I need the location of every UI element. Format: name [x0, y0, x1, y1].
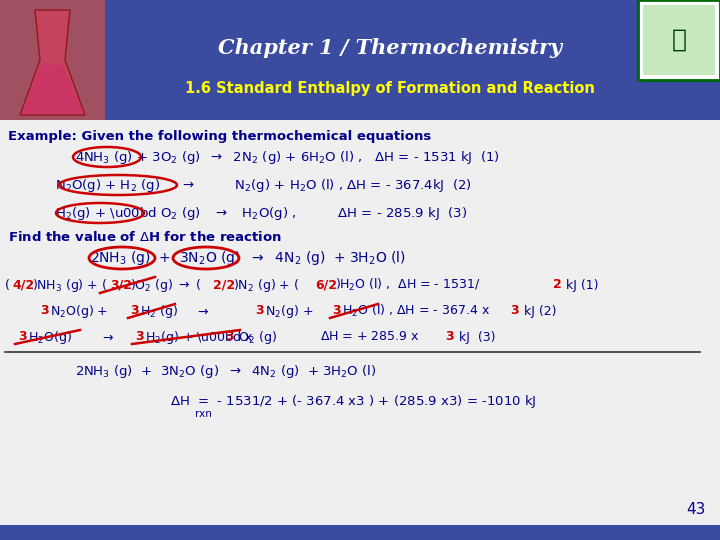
Text: 43: 43 [687, 503, 706, 517]
Text: 3: 3 [332, 305, 341, 318]
Bar [638, 0, 720, 80]
Text: Chapter 1 / Thermochemistry: Chapter 1 / Thermochemistry [218, 38, 562, 58]
Text: kJ (1): kJ (1) [562, 279, 598, 292]
Text: 3: 3 [130, 305, 139, 318]
Text: 4/2: 4/2 [12, 279, 34, 292]
Text: kJ (2): kJ (2) [520, 305, 557, 318]
Bar [0, 0, 105, 120]
Text: O$_2$ (g): O$_2$ (g) [235, 328, 277, 346]
Text: N$_2$O(g) + H$_2$ (g)     $\rightarrow$         N$_2$(g) + H$_2$O (l) , $\Delta$: N$_2$O(g) + H$_2$ (g) $\rightarrow$ N$_2… [55, 177, 472, 193]
Text: N$_2$O(g) +: N$_2$O(g) + [50, 302, 109, 320]
Text: 🏛: 🏛 [672, 28, 686, 52]
Bar [643, 5, 715, 75]
Text: 4NH$_3$ (g) + 3O$_2$ (g)  $\rightarrow$  2N$_2$ (g) + 6H$_2$O (l) ,   $\Delta$H : 4NH$_3$ (g) + 3O$_2$ (g) $\rightarrow$ 2… [75, 148, 500, 165]
Text: 3: 3 [445, 330, 454, 343]
Text: $\Delta$H = + 285.9 x: $\Delta$H = + 285.9 x [320, 330, 420, 343]
Text: 2: 2 [553, 279, 562, 292]
Text: )NH$_3$ (g) + (: )NH$_3$ (g) + ( [32, 276, 107, 294]
Text: Find the value of $\Delta$H for the reaction: Find the value of $\Delta$H for the reac… [8, 230, 282, 244]
Text: )H$_2$O (l) ,  $\Delta$H = - 1531/: )H$_2$O (l) , $\Delta$H = - 1531/ [335, 277, 480, 293]
Text: $\rightarrow$: $\rightarrow$ [100, 330, 114, 343]
Bar [0, 525, 720, 540]
Text: H$_2$O (l) , $\Delta$H = - 367.4 x: H$_2$O (l) , $\Delta$H = - 367.4 x [342, 303, 490, 319]
Bar [638, 0, 720, 80]
PathPatch shape [20, 10, 85, 115]
Text: 3: 3 [40, 305, 49, 318]
Text: kJ  (3): kJ (3) [455, 330, 495, 343]
Text: 3: 3 [135, 330, 143, 343]
Text: 2/2: 2/2 [213, 279, 235, 292]
Text: 3: 3 [510, 305, 518, 318]
Text: $\Delta$H  =  - 1531/2 + (- 367.4 x3 ) + (285.9 x3) = -1010 kJ: $\Delta$H = - 1531/2 + (- 367.4 x3 ) + (… [170, 394, 536, 410]
Text: H$_2$(g) + \u00bd O$_2$ (g)   $\rightarrow$   H$_2$O(g) ,          $\Delta$H = -: H$_2$(g) + \u00bd O$_2$ (g) $\rightarrow… [55, 205, 467, 221]
Text: N$_2$(g) +: N$_2$(g) + [265, 302, 315, 320]
Text: 2NH$_3$ (g)  +  3N$_2$O (g)  $\rightarrow$  4N$_2$ (g)  + 3H$_2$O (l): 2NH$_3$ (g) + 3N$_2$O (g) $\rightarrow$ … [75, 363, 377, 381]
Text: Example: Given the following thermochemical equations: Example: Given the following thermochemi… [8, 130, 431, 143]
Text: 1.6 Standard Enthalpy of Formation and Reaction: 1.6 Standard Enthalpy of Formation and R… [185, 80, 595, 96]
Text: (: ( [5, 279, 10, 292]
Bar [0, 120, 720, 540]
Text: 3: 3 [255, 305, 264, 318]
Text: )O$_2$ (g) $\rightarrow$ (: )O$_2$ (g) $\rightarrow$ ( [130, 276, 202, 294]
Text: rxn: rxn [195, 409, 212, 419]
Text: 3: 3 [225, 330, 233, 343]
Text: H$_2$(g) + \u00bd x: H$_2$(g) + \u00bd x [145, 328, 253, 346]
Text: H$_2$ (g): H$_2$ (g) [140, 302, 178, 320]
Text: H$_2$O(g): H$_2$O(g) [28, 328, 72, 346]
Text: )N$_2$ (g) + (: )N$_2$ (g) + ( [233, 276, 300, 294]
Text: $\rightarrow$: $\rightarrow$ [195, 305, 210, 318]
PathPatch shape [22, 65, 83, 113]
Bar [0, 0, 720, 120]
Text: 6/2: 6/2 [315, 279, 337, 292]
Text: 3: 3 [18, 330, 27, 343]
Text: 2NH$_3$ (g)  +  3N$_2$O (g)  $\rightarrow$  4N$_2$ (g)  + 3H$_2$O (l): 2NH$_3$ (g) + 3N$_2$O (g) $\rightarrow$ … [90, 249, 406, 267]
Text: 3/2: 3/2 [110, 279, 132, 292]
